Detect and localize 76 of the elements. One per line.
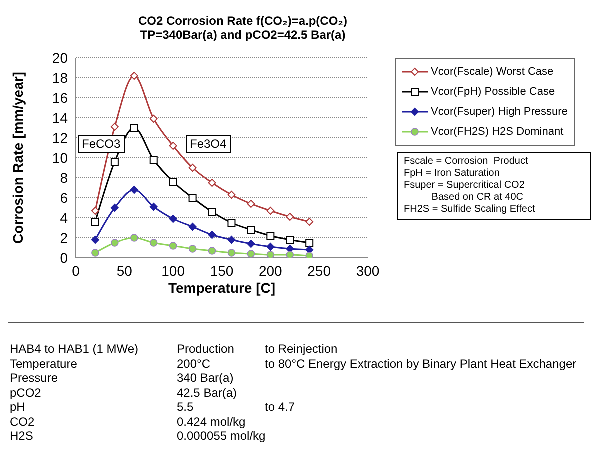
- legend-label: Vcor(FH2S) H2S Dominant: [431, 126, 564, 138]
- point: [286, 251, 294, 258]
- y-tick-label: 4: [60, 210, 68, 226]
- point: [188, 194, 197, 202]
- point: [286, 213, 294, 221]
- legend-label: Vcor(Fsuper) High Pressure: [431, 106, 568, 118]
- point: [110, 158, 119, 166]
- y-tick-label: 18: [52, 70, 68, 86]
- point: [92, 249, 100, 257]
- annotation: FeCO3: [78, 135, 125, 153]
- point: [228, 219, 236, 227]
- point: [247, 250, 256, 258]
- y-tick-label: 8: [60, 170, 68, 186]
- point: [169, 215, 178, 223]
- annotation: Fe3O4: [186, 135, 231, 153]
- point: [228, 236, 236, 244]
- point: [130, 124, 138, 132]
- point: [91, 236, 100, 244]
- y-tick-label: 20: [52, 50, 68, 66]
- point: [266, 232, 275, 240]
- point: [208, 247, 216, 255]
- x-tick-label: 300: [356, 262, 380, 279]
- point: [130, 186, 138, 194]
- y-tick-label: 10: [52, 150, 68, 166]
- point: [188, 223, 197, 231]
- point: [247, 240, 256, 248]
- point: [130, 234, 138, 242]
- point: [150, 239, 158, 247]
- point: [111, 239, 119, 247]
- point: [286, 236, 294, 244]
- point: [150, 115, 158, 123]
- point: [188, 164, 197, 172]
- point: [110, 204, 119, 212]
- point: [306, 218, 314, 226]
- x-tick-label: 100: [162, 262, 186, 279]
- x-tick-label: 0: [72, 262, 80, 279]
- y-tick-label: 6: [60, 190, 68, 206]
- point: [247, 200, 256, 208]
- text: HAB4 to HAB1 (1 MWe) Production to Reinjection Temperature 200°C to 80°C Energy Extraction by Binary Plant Heat Exchanger Pressure 340 Bar(a) pCO2 42.5 Bar(a) pH 5.5 to 4.7 CO2 0.424 mol/kg H2S 0.000055 mol/kg: [10, 342, 577, 443]
- legend-label: Vcor(Fscale) Worst Case: [431, 66, 554, 78]
- point: [266, 243, 275, 251]
- point: [228, 191, 236, 199]
- x-tick-label: 150: [210, 262, 234, 279]
- point: [306, 239, 314, 247]
- y-tick-label: 0: [60, 250, 68, 266]
- point: [228, 249, 236, 257]
- point: [247, 226, 256, 234]
- point: [150, 156, 158, 164]
- y-axis-title: Corrosion Rate [mm/year]: [10, 72, 26, 244]
- point: [169, 178, 178, 186]
- point: [130, 72, 138, 80]
- y-tick-label: 12: [52, 130, 68, 146]
- y-tick-label: 14: [52, 110, 68, 126]
- x-tick-label: 200: [258, 262, 283, 279]
- chart-subtitle: TP=340Bar(a) and pCO2=42.5 Bar(a): [139, 28, 347, 42]
- point: [208, 179, 216, 187]
- x-axis-title: Temperature [C]: [167, 280, 277, 296]
- point: [208, 231, 216, 239]
- point: [266, 251, 275, 258]
- point: [110, 123, 119, 131]
- x-tick-label: 250: [308, 262, 332, 279]
- legend-label: Vcor(FpH) Possible Case: [431, 86, 556, 98]
- x-tick-label: 50: [116, 262, 133, 279]
- y-tick-label: 16: [52, 90, 68, 106]
- point: [266, 207, 275, 215]
- chart-title: CO2 Corrosion Rate f(CO₂)=a.p(CO₂): [137, 14, 348, 28]
- point: [91, 207, 100, 215]
- text: Fscale = Corrosion Product FpH = Iron Saturation Fsuper = Supercritical CO2 Based on CR at 40C FH2S = Sulfide Scaling Effect: [397, 152, 591, 220]
- point: [150, 203, 158, 211]
- y-tick-label: 2: [60, 230, 68, 246]
- point: [306, 252, 314, 258]
- point: [91, 218, 100, 226]
- point: [208, 208, 216, 216]
- point: [188, 245, 197, 253]
- point: [169, 142, 178, 150]
- point: [169, 242, 178, 250]
